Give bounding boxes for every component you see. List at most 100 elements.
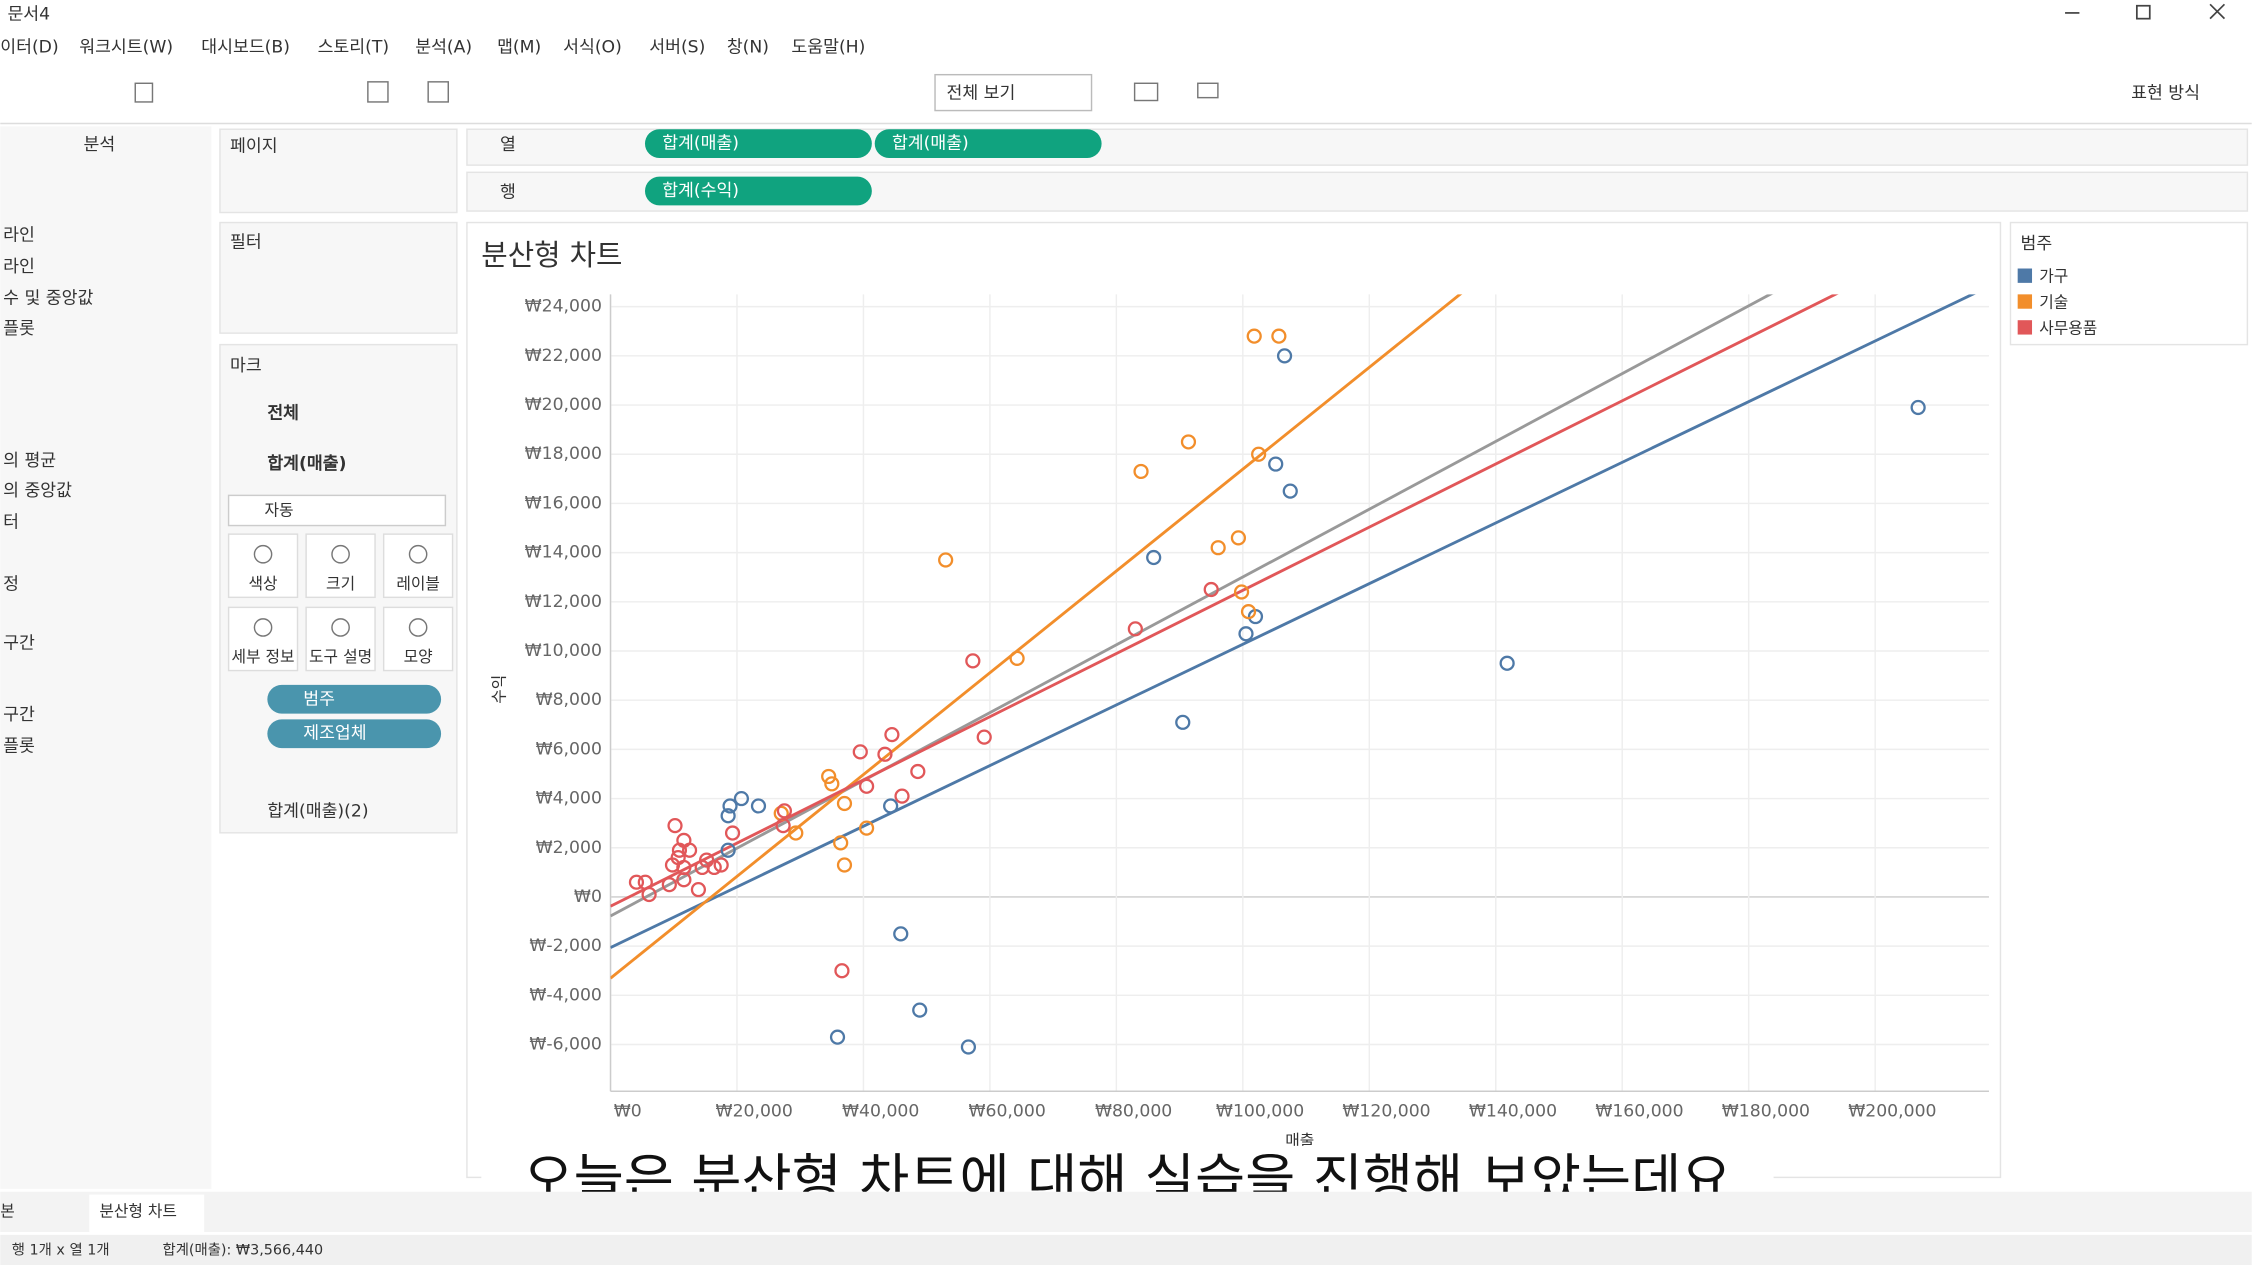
- mark-pill[interactable]: [267, 684, 442, 714]
- scatter-point: [893, 926, 909, 942]
- mark-type: 자동: [264, 501, 293, 520]
- mark-button[interactable]: [227, 606, 299, 672]
- new-sheet-icon[interactable]: [367, 81, 389, 103]
- x-tick-label: ₩120,000: [1342, 1101, 1430, 1121]
- trend-line: [610, 294, 1839, 908]
- shelf-pill[interactable]: [874, 129, 1102, 158]
- x-axis-label: 매출: [1285, 1131, 1314, 1150]
- analytics-item[interactable]: 정: [3, 574, 19, 594]
- analytics-item[interactable]: 구간: [3, 705, 35, 725]
- mark-button[interactable]: [227, 533, 299, 599]
- scatter-point: [661, 877, 677, 893]
- y-tick-label: ₩12,000: [525, 592, 602, 612]
- menu-item[interactable]: 이터(D): [0, 37, 58, 57]
- scatter-point: [733, 790, 750, 807]
- scatter-point: [1499, 655, 1515, 671]
- x-tick-label: ₩180,000: [1722, 1101, 1810, 1121]
- mark-pill[interactable]: [267, 719, 442, 749]
- status-text: 행 1개 x 열 1개: [12, 1242, 110, 1259]
- scatter-point: [883, 798, 899, 814]
- x-tick-label: ₩100,000: [1216, 1101, 1304, 1121]
- menu-item[interactable]: 대시보드(B): [201, 37, 290, 57]
- view-dropdown[interactable]: [934, 73, 1093, 112]
- scatter-point: [720, 808, 736, 824]
- menu-item[interactable]: 스토리(T): [318, 37, 389, 57]
- chart-icon[interactable]: [1133, 82, 1159, 102]
- mark-button-icon: [253, 618, 273, 637]
- analytics-tab[interactable]: 분석: [84, 135, 116, 155]
- menu-item[interactable]: 서식(O): [563, 37, 622, 57]
- legend-label: 가구: [2039, 267, 2068, 286]
- analytics-item[interactable]: 터: [3, 513, 19, 533]
- y-tick-label: ₩14,000: [525, 543, 602, 563]
- duplicate-icon[interactable]: [427, 81, 449, 103]
- menu-item[interactable]: 창(N): [727, 37, 769, 57]
- y-tick-label: ₩22,000: [525, 346, 602, 366]
- analytics-item[interactable]: 구간: [3, 633, 35, 653]
- mark-button[interactable]: [382, 533, 454, 599]
- analytics-item[interactable]: 의 중앙값: [3, 481, 72, 501]
- scatter-point: [1268, 456, 1284, 472]
- scatter-point: [667, 818, 683, 834]
- scatter-point: [858, 820, 875, 836]
- scatter-point: [884, 727, 900, 743]
- scatter-point: [720, 842, 736, 858]
- legend-swatch: [2017, 294, 2033, 309]
- save-icon[interactable]: [134, 82, 154, 103]
- marks-title: 마크: [230, 356, 262, 376]
- close[interactable]: [2209, 3, 2226, 20]
- x-tick-label: ₩140,000: [1469, 1101, 1557, 1121]
- trend-line: [610, 294, 1463, 980]
- scatter-point: [1009, 650, 1025, 666]
- rows-label: 행: [500, 182, 516, 202]
- mark-type-dropdown[interactable]: [227, 494, 447, 527]
- scatter-point: [1180, 434, 1197, 450]
- scatter-point: [1203, 581, 1219, 598]
- mark-button[interactable]: [305, 606, 376, 672]
- restore[interactable]: [2135, 4, 2151, 20]
- analytics-item[interactable]: 수 및 중앙값: [3, 289, 93, 309]
- sheet-tab[interactable]: 분산형 차트: [99, 1201, 177, 1220]
- sheet-tab[interactable]: 본: [0, 1201, 15, 1220]
- marks-sheet2[interactable]: 합계(매출)(2): [267, 801, 368, 821]
- marks-sheet1[interactable]: 합계(매출): [267, 453, 346, 474]
- analytics-item[interactable]: 라인: [3, 225, 35, 245]
- scatter-point: [965, 653, 981, 669]
- menu-item[interactable]: 맵(M): [497, 37, 541, 57]
- columns-label: 열: [500, 135, 516, 155]
- analytics-item[interactable]: 플롯: [3, 737, 35, 757]
- y-tick-label: ₩-4,000: [529, 985, 602, 1005]
- legend-swatch: [2017, 268, 2033, 283]
- menu-item[interactable]: 서버(S): [649, 37, 705, 57]
- scatter-point: [894, 788, 910, 804]
- menu-item[interactable]: 분석(A): [415, 37, 472, 57]
- scatter-point: [912, 1002, 928, 1018]
- present-icon[interactable]: [1197, 82, 1219, 99]
- scatter-point: [671, 842, 688, 858]
- y-tick-label: ₩8,000: [536, 690, 602, 710]
- pages-card: [219, 128, 458, 214]
- shelf-pill[interactable]: [644, 176, 872, 206]
- scatter-point: [1146, 549, 1162, 566]
- y-tick-label: ₩4,000: [536, 789, 602, 809]
- analytics-item[interactable]: 라인: [3, 257, 35, 277]
- scatter-point: [960, 1039, 977, 1055]
- analytics-item[interactable]: 플롯: [3, 319, 35, 339]
- menu-item[interactable]: 도움말(H): [791, 37, 865, 57]
- marks-all[interactable]: 전체: [267, 404, 299, 424]
- x-tick-label: ₩200,000: [1848, 1101, 1936, 1121]
- status-text: 합계(매출): ₩3,566,440: [163, 1242, 324, 1259]
- scatter-point: [1210, 540, 1226, 556]
- analytics-item[interactable]: 의 평균: [3, 451, 56, 471]
- x-tick-label: ₩0: [614, 1101, 642, 1121]
- legend-label: 사무용품: [2039, 318, 2097, 337]
- menu-item[interactable]: 워크시트(W): [79, 37, 173, 57]
- shelf-pill-label: 합계(매출): [662, 134, 739, 154]
- mark-button[interactable]: [382, 606, 454, 672]
- mark-button[interactable]: [305, 533, 376, 599]
- shelf-pill[interactable]: [644, 129, 872, 158]
- show-me[interactable]: 표현 방식: [2131, 83, 2200, 103]
- left-pane: [0, 126, 212, 1189]
- y-tick-label: ₩0: [574, 887, 602, 907]
- y-tick-label: ₩18,000: [525, 444, 602, 464]
